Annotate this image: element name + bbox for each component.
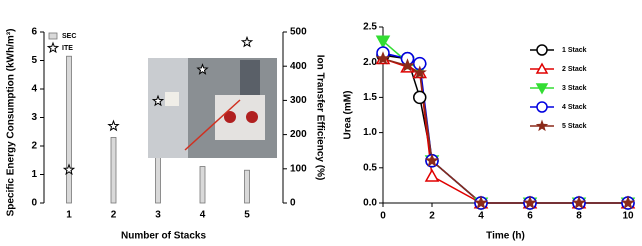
y-tick-label: 0.0	[363, 198, 377, 209]
y2-tick-label: 100	[290, 163, 307, 174]
star-marker	[240, 35, 254, 48]
y-tick-label: 1.0	[363, 127, 377, 138]
marker	[424, 168, 440, 182]
bar	[110, 137, 117, 204]
x-tick-label: 8	[576, 211, 582, 222]
y2-tick-label: 0	[290, 198, 296, 209]
y2-tick-label: 200	[290, 129, 307, 140]
x-tick-label: 3	[155, 210, 161, 221]
marker	[412, 65, 427, 79]
star-marker	[107, 119, 120, 132]
y-tick-label: 0	[31, 198, 37, 209]
legend-marker	[48, 32, 58, 40]
y-axis-label: Urea (mM)	[343, 91, 354, 140]
y-tick-label: 3	[31, 112, 37, 123]
marker	[473, 195, 489, 210]
y-tick-label: 4	[31, 84, 37, 95]
bar	[244, 169, 250, 204]
photo-cable	[184, 99, 241, 151]
marker	[413, 90, 427, 105]
y2-tick-label: 300	[290, 95, 307, 106]
x-tick-label: 4	[200, 210, 206, 221]
y2-tick-label: 500	[290, 27, 307, 38]
y2-tick-label: 400	[290, 61, 307, 72]
y-tick-label: 1	[31, 169, 37, 180]
star-marker	[62, 163, 76, 176]
y-tick-label: 0.5	[363, 162, 377, 173]
photo-port	[224, 111, 236, 123]
y2-axis-label: Ion Transfer Efficiency (%)	[314, 55, 325, 181]
y-tick-label: 5	[31, 55, 37, 66]
legend-label: ITE	[62, 45, 73, 52]
legend-label: 2 Stack	[562, 66, 587, 73]
x-axis-label: Number of Stacks	[121, 231, 206, 242]
photo-wall	[148, 58, 188, 158]
marker	[536, 44, 548, 56]
star-marker	[151, 94, 165, 107]
marker	[535, 119, 549, 132]
marker	[522, 195, 538, 210]
legend-label: 5 Stack	[562, 123, 587, 130]
photo-device	[240, 60, 260, 95]
marker	[400, 58, 415, 72]
y-tick-label: 2.5	[363, 22, 377, 33]
legend-label: 3 Stack	[562, 85, 587, 92]
photo	[148, 58, 277, 158]
legend-label: 4 Stack	[562, 104, 587, 111]
y-tick-label: 2.0	[363, 57, 377, 68]
marker	[620, 195, 636, 210]
x-tick-label: 10	[622, 211, 634, 222]
y-tick-label: 2	[31, 141, 37, 152]
y-tick-label: 1.5	[363, 92, 377, 103]
marker	[424, 153, 440, 167]
x-axis-label: Time (h)	[486, 231, 525, 242]
bar	[66, 55, 72, 204]
marker	[536, 101, 548, 113]
x-tick-label: 5	[244, 210, 250, 221]
x-tick-label: 1	[66, 210, 72, 221]
y-axis-label: Specific Energy Consumption (kWh/m³)	[6, 29, 17, 217]
bar	[155, 154, 161, 204]
star-marker	[196, 63, 209, 75]
x-tick-label: 2	[429, 211, 435, 222]
legend-label: 1 Stack	[562, 47, 587, 54]
marker	[535, 83, 549, 95]
x-tick-label: 2	[111, 210, 117, 221]
marker	[535, 62, 549, 74]
x-tick-label: 6	[527, 211, 533, 222]
x-tick-label: 0	[380, 211, 386, 222]
marker	[375, 35, 391, 49]
photo-sign	[165, 92, 179, 106]
y-tick-label: 6	[31, 27, 37, 38]
marker	[375, 51, 391, 65]
legend-marker	[46, 41, 60, 54]
legend-label: SEC	[62, 33, 76, 40]
photo-port	[246, 111, 258, 123]
x-tick-label: 4	[478, 211, 484, 222]
bar	[199, 166, 206, 204]
marker	[571, 195, 587, 210]
